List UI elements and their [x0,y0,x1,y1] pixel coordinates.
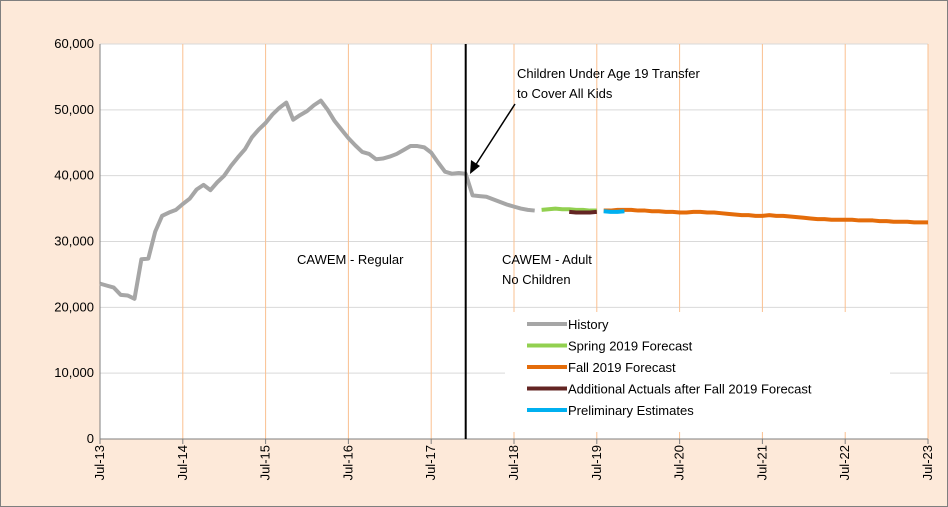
x-tick-label: Jul-15 [258,445,273,480]
annotation-arrowhead [470,160,480,174]
annotation: CAWEM - Regular [297,252,404,267]
x-tick-label: Jul-19 [589,445,604,480]
x-tick-label: Jul-16 [340,445,355,480]
annotation-line: to Cover All Kids [517,86,613,101]
x-tick-label: Jul-18 [506,445,521,480]
x-tick-label: Jul-13 [92,445,107,480]
annotation: CAWEM - Adult No Children [502,252,592,287]
x-tick-label: Jul-22 [837,445,852,480]
legend-label: Preliminary Estimates [568,403,694,418]
annotation-arrow [474,103,516,167]
annotation-line: No Children [502,272,571,287]
y-tick-label: 40,000 [54,168,94,183]
x-tick-label: Jul-14 [175,445,190,480]
legend-box [505,312,890,432]
legend-label: History [568,317,609,332]
y-tick-label: 0 [87,431,94,446]
legend-label: Fall 2019 Forecast [568,360,676,375]
y-tick-label: 20,000 [54,299,94,314]
x-tick-label: Jul-17 [423,445,438,480]
series-line [541,206,597,213]
annotation: Children Under Age 19 Transfer to Cover A… [517,66,700,101]
annotation-line: CAWEM - Regular [297,252,404,267]
annotation-line: CAWEM - Adult [502,252,592,267]
series-line [603,207,928,225]
x-tick-label: Jul-23 [920,445,935,480]
y-tick-label: 50,000 [54,102,94,117]
x-tick-label: Jul-21 [754,445,769,480]
y-tick-label: 30,000 [54,234,94,249]
series-line [99,98,535,301]
legend-label: Spring 2019 Forecast [568,339,693,354]
series-line [603,209,625,214]
annotation-line: Children Under Age 19 Transfer [517,66,700,81]
x-tick-label: Jul-20 [672,445,687,480]
legend-label: Additional Actuals after Fall 2019 Forec… [568,382,812,397]
y-tick-label: 10,000 [54,365,94,380]
series-line [569,209,597,215]
y-tick-label: 60,000 [54,36,94,51]
